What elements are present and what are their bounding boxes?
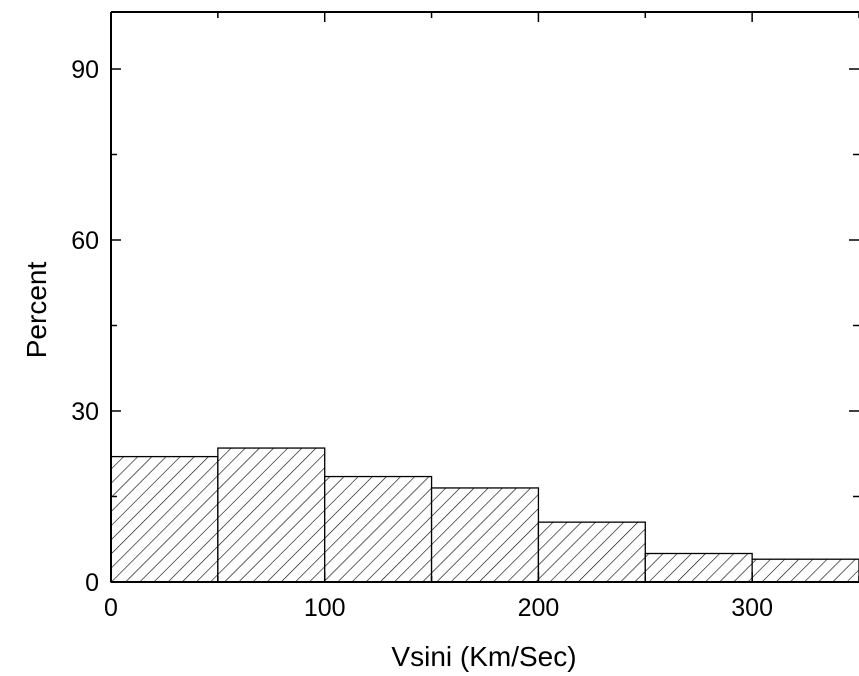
- y-tick-label: 0: [85, 569, 99, 597]
- y-tick-label: 60: [71, 227, 99, 255]
- x-tick-label: 0: [104, 594, 118, 622]
- histogram-bar: [430, 487, 540, 583]
- y-axis-title: Percent: [21, 262, 52, 359]
- histogram-bar: [110, 455, 219, 583]
- histogram-bars: [110, 447, 859, 583]
- histogram-bar: [644, 552, 753, 583]
- x-tick-label: 200: [518, 594, 560, 622]
- histogram-bar: [324, 475, 433, 583]
- plot-frame: [110, 11, 859, 583]
- x-tick-label: 300: [731, 594, 773, 622]
- histogram-bar: [751, 558, 859, 583]
- y-tick-label: 30: [71, 398, 99, 426]
- tick-labels: 0 100 200 300 0 30 60 90: [71, 56, 773, 622]
- y-tick-label: 90: [71, 56, 99, 84]
- histogram-bar: [537, 521, 646, 583]
- x-tick-label: 100: [304, 594, 346, 622]
- x-axis-title: Vsini (Km/Sec): [391, 641, 576, 672]
- axis-ticks: [110, 12, 859, 583]
- histogram-bar: [217, 447, 326, 583]
